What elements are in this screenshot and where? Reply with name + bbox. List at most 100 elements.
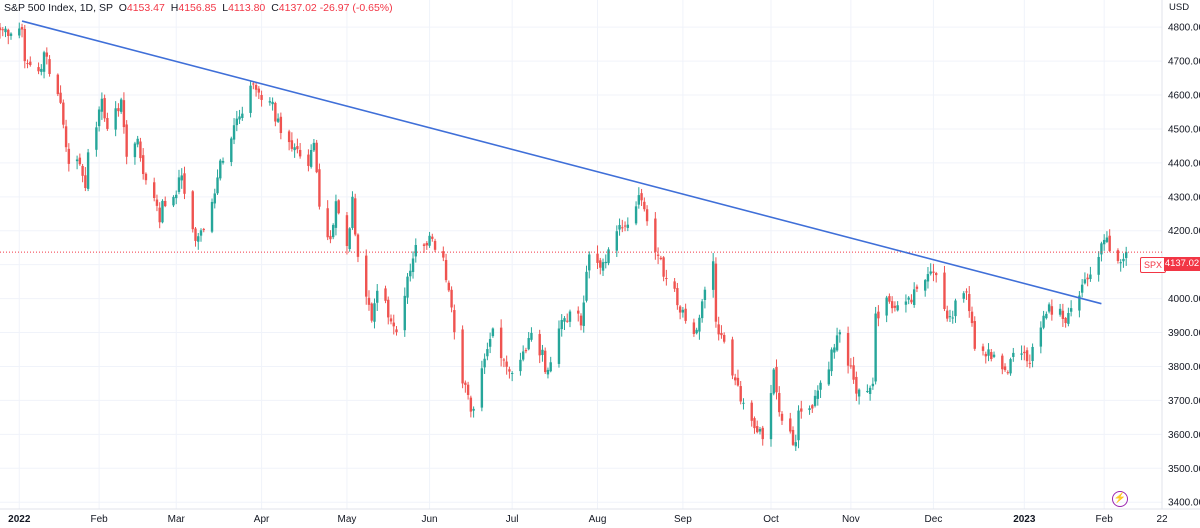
time-tick-label: Jun (421, 514, 437, 525)
price-tick-label: 3700.00 (1168, 396, 1200, 407)
candle-body (750, 402, 753, 421)
candle-up (1125, 246, 1128, 266)
candle-body (450, 289, 453, 308)
candle-up (560, 314, 563, 337)
candle-body (290, 140, 294, 149)
candle-down (789, 412, 792, 434)
candle-up (742, 398, 745, 410)
candle-body (546, 369, 550, 375)
candle-up (75, 155, 79, 170)
candle-body (202, 229, 205, 231)
candle-body (753, 418, 756, 429)
candle-body (318, 169, 321, 207)
candle-down (356, 233, 360, 263)
candle-body (703, 289, 707, 300)
candle-down (890, 296, 894, 314)
candle-down (849, 358, 853, 369)
legend-header: S&P 500 Index, 1D, SP O4153.47 H4156.85 … (4, 2, 393, 14)
currency-label: USD (1169, 2, 1190, 13)
candle-down (125, 120, 128, 165)
candle-body (59, 92, 62, 103)
candle-body (442, 251, 445, 258)
candle-down (252, 81, 255, 90)
candle-up (334, 194, 338, 236)
candle-body (1006, 372, 1010, 374)
lightning-icon[interactable]: ⚡ (1112, 491, 1128, 507)
candle-up (4, 26, 7, 38)
candle-body (775, 366, 778, 393)
candle-up (293, 143, 296, 158)
close-value: 4137.02 (278, 2, 317, 14)
candle-body (577, 310, 580, 314)
candle-up (830, 347, 833, 376)
candle-up (480, 360, 484, 412)
candle-body (1, 29, 4, 31)
candle-down (811, 404, 814, 413)
candle-down (893, 301, 897, 312)
candle-body (428, 235, 431, 246)
candle-down (307, 149, 310, 172)
candle-down (345, 211, 349, 255)
candle-up (428, 231, 431, 248)
price-tick-label: 4400.00 (1168, 158, 1200, 169)
candle-down (26, 59, 29, 69)
candle-up (827, 361, 831, 386)
candle-down (753, 416, 756, 434)
candle-up (241, 106, 244, 121)
candle-down (640, 188, 643, 206)
candle-body (544, 350, 547, 373)
candle-body (238, 116, 241, 120)
candle-body (293, 147, 296, 151)
candle-body (444, 259, 448, 281)
candle-body (97, 109, 101, 127)
time-axis[interactable]: 2022 Feb Mar Apr May Jun Jul Aug Sep Oct Nov Dec 202… (8, 514, 1168, 525)
candle-body (411, 258, 415, 273)
candle-body (1080, 284, 1084, 293)
candle-down (1086, 273, 1089, 287)
candle-down (155, 194, 159, 212)
candle-body (791, 429, 795, 445)
candle-body (453, 310, 456, 333)
candle-down (431, 233, 434, 242)
candle-body (384, 288, 387, 301)
candle-down (970, 306, 974, 327)
candle-body (800, 408, 803, 412)
candle-body (158, 207, 161, 223)
candle-up (180, 168, 183, 189)
candle-down (692, 318, 696, 337)
candle-up (962, 291, 965, 303)
candle-body (508, 369, 511, 372)
candle-down (337, 199, 340, 215)
symbol-line[interactable]: S&P 500 Index, 1D, SP (4, 2, 113, 14)
candle-up (271, 97, 274, 111)
candle-body (566, 320, 569, 322)
candle-down (684, 303, 687, 324)
candle-up (1105, 231, 1109, 244)
candle-body (86, 152, 90, 189)
candle-body (1102, 239, 1106, 245)
candle-body (414, 244, 417, 257)
candle-body (78, 157, 82, 165)
candle-body (695, 329, 698, 334)
candle-up (907, 296, 910, 305)
price-tick-label: 4800.00 (1168, 23, 1200, 34)
candle-body (9, 33, 13, 36)
candle-down (943, 265, 946, 312)
trendline[interactable] (21, 20, 1102, 305)
candle-up (230, 136, 233, 167)
candle-down (739, 380, 742, 405)
candle-up (210, 198, 214, 234)
candle-body (42, 52, 46, 72)
candle-body (948, 316, 952, 318)
candle-body (197, 236, 200, 242)
candle-body (274, 102, 277, 122)
candle-up (819, 380, 822, 398)
candle-body (637, 195, 641, 205)
candle-up (601, 258, 605, 276)
candle-up (403, 287, 406, 337)
candle-body (389, 318, 393, 322)
candle-body (813, 395, 817, 406)
candle-body (769, 393, 773, 440)
candle-body (480, 368, 484, 408)
